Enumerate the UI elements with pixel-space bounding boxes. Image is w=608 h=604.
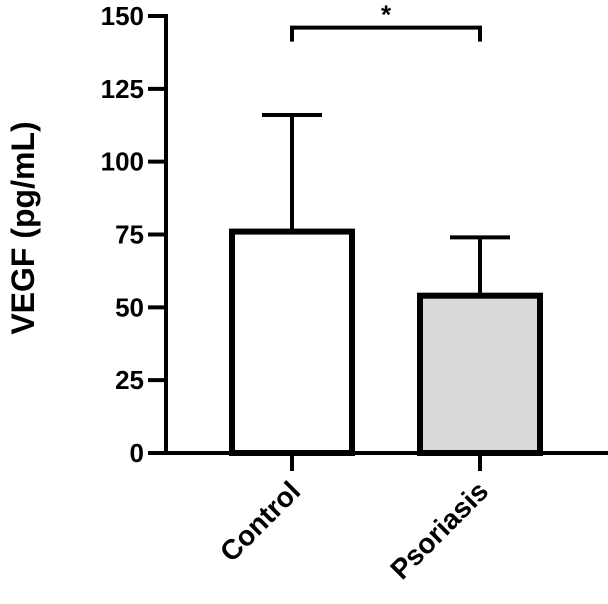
y-tick-label: 100 <box>101 147 144 177</box>
y-tick-label: 0 <box>130 438 144 468</box>
bar-control <box>229 228 355 456</box>
y-axis-title: VEGF (pg/mL) <box>5 121 41 334</box>
y-tick-label: 75 <box>115 220 144 250</box>
y-tick-label: 50 <box>115 292 144 322</box>
plot-area: 0 25 50 75 100 125 150 Control Psoriasis * <box>101 0 608 585</box>
significance-label: * <box>381 0 392 30</box>
x-tick-label-psoriasis: Psoriasis <box>384 475 494 585</box>
y-tick-label: 125 <box>101 74 144 104</box>
y-tick-label: 150 <box>101 1 144 31</box>
bar-psoriasis <box>417 292 543 456</box>
x-tick-label-control: Control <box>214 475 306 567</box>
y-tick-label: 25 <box>115 365 144 395</box>
significance-bracket <box>290 25 482 42</box>
